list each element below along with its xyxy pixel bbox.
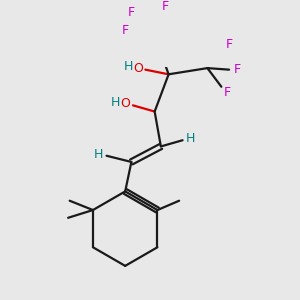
Text: F: F [128,6,135,19]
Text: O: O [133,61,143,75]
Text: F: F [224,86,231,99]
Text: O: O [120,97,130,110]
Text: F: F [162,0,169,13]
Text: F: F [226,38,233,51]
Text: F: F [233,63,240,76]
Text: F: F [122,24,129,38]
Text: H: H [186,132,195,145]
Text: H: H [111,96,121,109]
Text: H: H [94,148,104,161]
Text: H: H [124,60,133,73]
